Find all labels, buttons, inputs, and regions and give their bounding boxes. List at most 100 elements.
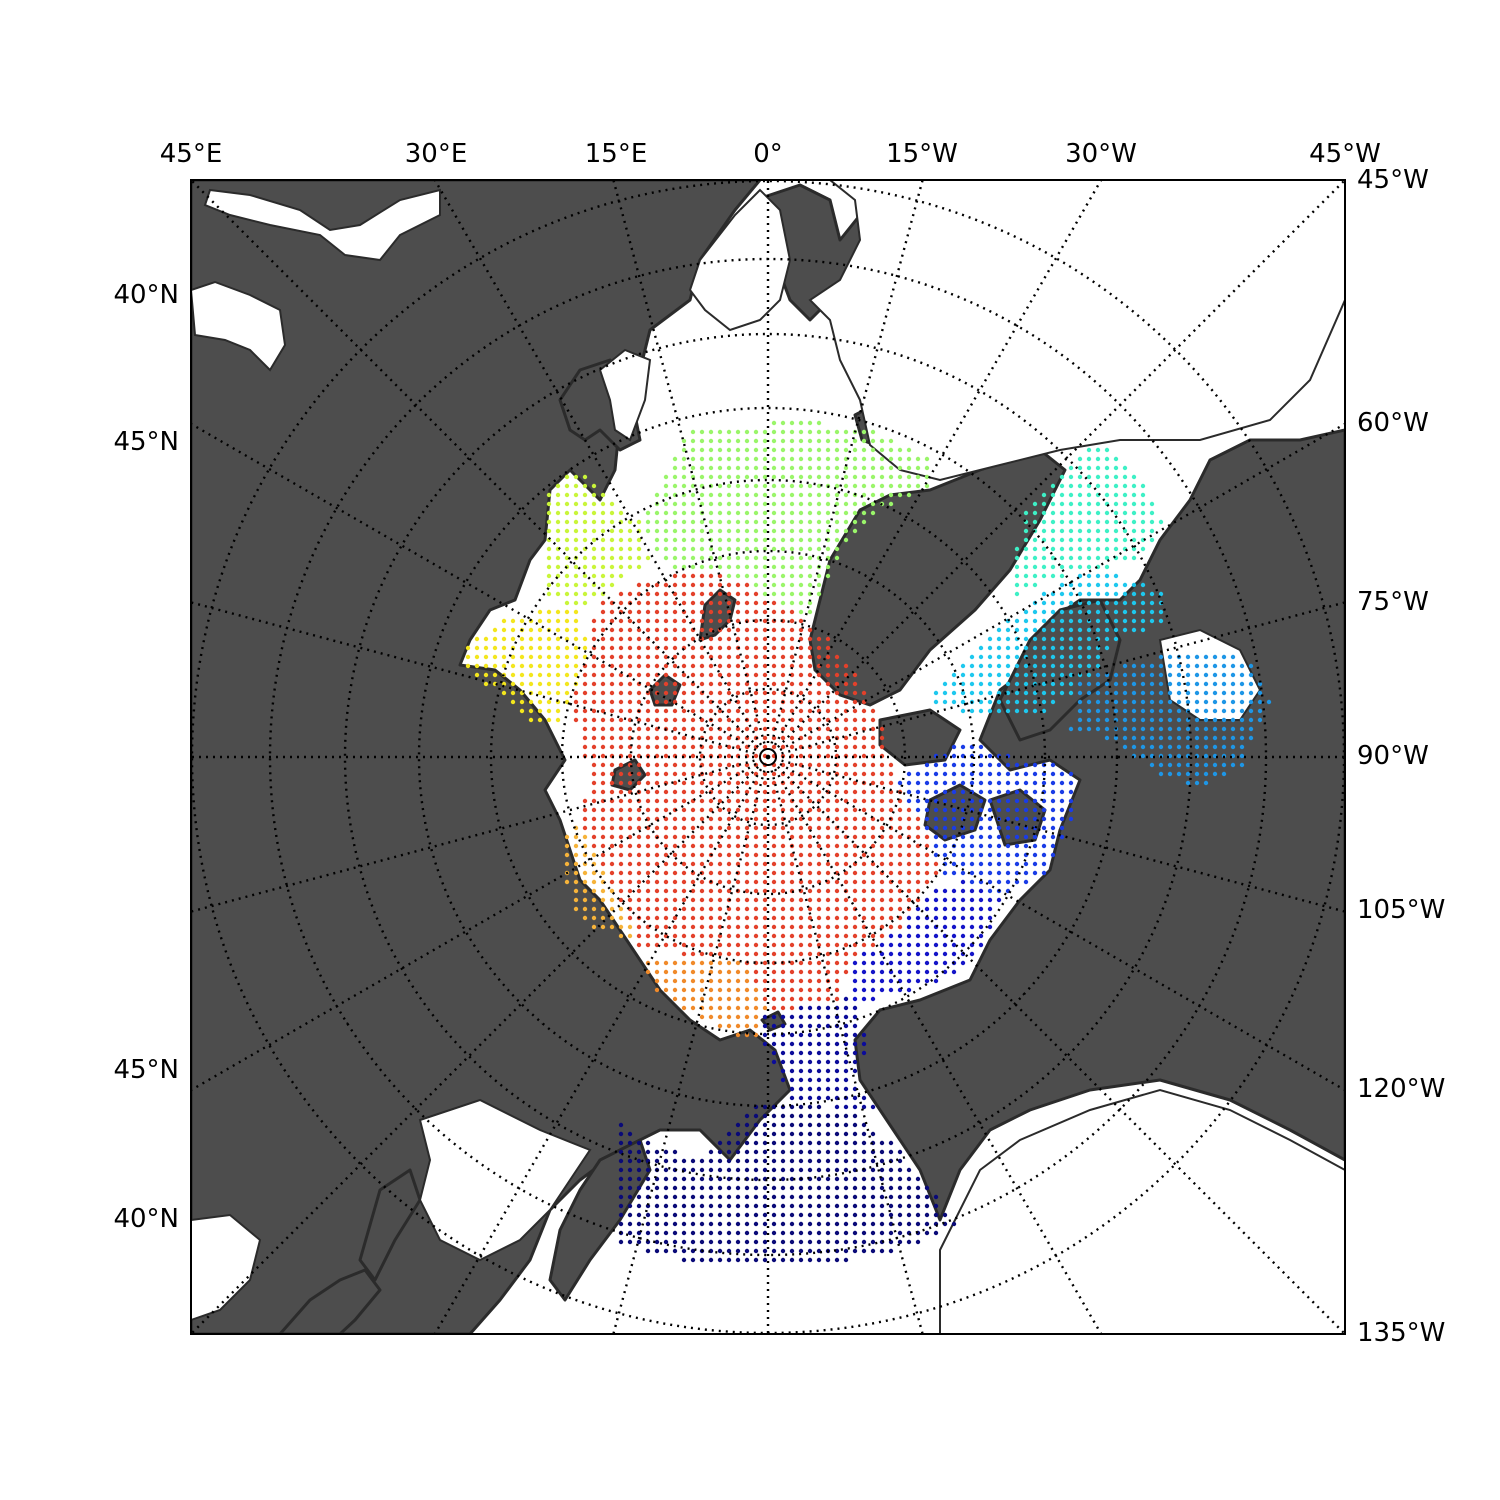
grid-dot xyxy=(1131,744,1137,750)
grid-dot xyxy=(591,681,597,687)
grid-dot xyxy=(726,582,732,588)
grid-dot xyxy=(789,519,795,525)
grid-dot xyxy=(1005,879,1011,885)
grid-dot xyxy=(753,555,759,561)
grid-dot xyxy=(888,762,894,768)
grid-dot xyxy=(1221,681,1227,687)
grid-dot xyxy=(897,474,903,480)
grid-dot xyxy=(1077,510,1083,516)
grid-dot xyxy=(1176,762,1182,768)
grid-dot xyxy=(735,1005,741,1011)
grid-dot xyxy=(987,915,993,921)
grid-dot xyxy=(825,1185,831,1191)
grid-dot xyxy=(717,870,723,876)
grid-dot xyxy=(1032,762,1038,768)
grid-dot xyxy=(1041,690,1047,696)
grid-dot xyxy=(771,1167,777,1173)
grid-dot xyxy=(762,789,768,795)
grid-dot xyxy=(708,996,714,1002)
grid-dot xyxy=(663,1158,669,1164)
grid-dot xyxy=(753,789,759,795)
grid-dot xyxy=(726,519,732,525)
grid-dot xyxy=(780,1005,786,1011)
grid-dot xyxy=(1095,447,1101,453)
grid-dot xyxy=(726,1203,732,1209)
grid-dot xyxy=(825,1122,831,1128)
grid-dot xyxy=(834,1068,840,1074)
grid-dot xyxy=(951,969,957,975)
grid-dot xyxy=(789,573,795,579)
grid-dot xyxy=(753,1113,759,1119)
grid-dot xyxy=(510,636,516,642)
grid-dot xyxy=(1005,690,1011,696)
grid-dot xyxy=(699,1239,705,1245)
grid-dot xyxy=(1041,546,1047,552)
grid-dot xyxy=(879,933,885,939)
grid-dot xyxy=(798,996,804,1002)
grid-dot xyxy=(726,933,732,939)
grid-dot xyxy=(825,888,831,894)
grid-dot xyxy=(1185,735,1191,741)
grid-dot xyxy=(825,861,831,867)
grid-dot xyxy=(951,807,957,813)
grid-dot xyxy=(852,474,858,480)
grid-dot xyxy=(1185,699,1191,705)
grid-dot xyxy=(780,474,786,480)
grid-dot xyxy=(1023,645,1029,651)
grid-dot xyxy=(762,978,768,984)
grid-dot xyxy=(996,870,1002,876)
grid-dot xyxy=(870,1104,876,1110)
grid-dot xyxy=(807,1230,813,1236)
grid-dot xyxy=(807,1203,813,1209)
grid-dot xyxy=(636,609,642,615)
grid-dot xyxy=(717,744,723,750)
grid-dot xyxy=(1059,636,1065,642)
grid-dot xyxy=(663,861,669,867)
grid-dot xyxy=(987,924,993,930)
grid-dot xyxy=(969,888,975,894)
grid-dot xyxy=(852,528,858,534)
grid-dot xyxy=(726,1005,732,1011)
grid-dot xyxy=(798,1059,804,1065)
grid-dot xyxy=(771,456,777,462)
grid-dot xyxy=(807,438,813,444)
grid-dot xyxy=(1023,798,1029,804)
grid-dot xyxy=(807,1248,813,1254)
grid-dot xyxy=(906,1221,912,1227)
grid-dot xyxy=(1059,609,1065,615)
grid-dot xyxy=(1032,537,1038,543)
grid-dot xyxy=(627,870,633,876)
grid-dot xyxy=(834,519,840,525)
grid-dot xyxy=(591,915,597,921)
grid-dot xyxy=(816,1068,822,1074)
grid-dot xyxy=(1050,780,1056,786)
grid-dot xyxy=(645,654,651,660)
grid-dot xyxy=(1077,690,1083,696)
grid-dot xyxy=(744,762,750,768)
grid-dot xyxy=(1122,690,1128,696)
grid-dot xyxy=(798,834,804,840)
grid-dot xyxy=(636,843,642,849)
grid-dot xyxy=(582,897,588,903)
grid-dot xyxy=(582,636,588,642)
grid-dot xyxy=(852,1185,858,1191)
grid-dot xyxy=(933,933,939,939)
grid-dot xyxy=(645,798,651,804)
grid-dot xyxy=(1203,699,1209,705)
grid-dot xyxy=(978,663,984,669)
grid-dot xyxy=(654,1194,660,1200)
grid-dot xyxy=(933,888,939,894)
grid-dot xyxy=(825,996,831,1002)
grid-dot xyxy=(663,537,669,543)
grid-dot xyxy=(942,1212,948,1218)
grid-dot xyxy=(1149,600,1155,606)
grid-dot xyxy=(744,726,750,732)
grid-dot xyxy=(798,879,804,885)
grid-dot xyxy=(987,690,993,696)
grid-dot xyxy=(843,897,849,903)
grid-dot xyxy=(654,627,660,633)
grid-dot xyxy=(591,699,597,705)
grid-dot xyxy=(600,906,606,912)
grid-dot xyxy=(780,672,786,678)
parallel-85 xyxy=(698,687,838,827)
